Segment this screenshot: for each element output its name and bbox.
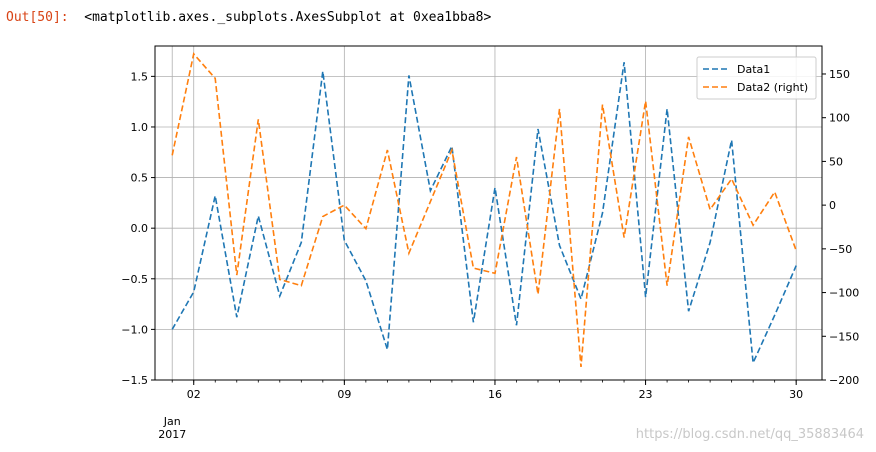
output-prompt: Out[50]: — [6, 10, 69, 25]
legend-label: Data2 (right) — [737, 81, 808, 94]
x-tick-label: 23 — [639, 388, 653, 401]
right-tick-label: 0 — [829, 199, 836, 212]
left-tick-label: −1.5 — [121, 374, 148, 387]
left-tick-label: −0.5 — [121, 273, 148, 286]
right-tick-label: 100 — [829, 112, 850, 125]
left-tick-label: 1.5 — [131, 70, 149, 83]
right-tick-label: −100 — [829, 287, 859, 300]
right-tick-label: 150 — [829, 68, 850, 81]
series-data2-line — [171, 52, 797, 367]
left-tick-label: 0.0 — [131, 222, 149, 235]
right-tick-label: −50 — [829, 243, 852, 256]
output-repr: <matplotlib.axes._subplots.AxesSubplot a… — [84, 10, 492, 25]
right-tick-label: −150 — [829, 330, 859, 343]
right-tick-label: 50 — [829, 155, 843, 168]
x-tick-label: 02 — [187, 388, 201, 401]
x-tick-label: 09 — [337, 388, 351, 401]
left-tick-label: −1.0 — [121, 323, 148, 336]
plot-frame — [154, 45, 823, 381]
left-tick-label: 0.5 — [131, 172, 149, 185]
right-tick-label: −200 — [829, 374, 859, 387]
x-tick-label: 30 — [789, 388, 803, 401]
legend-label: Data1 — [737, 63, 770, 76]
watermark: https://blog.csdn.net/qq_35883464 — [635, 427, 864, 442]
x-tick-label: 16 — [488, 388, 502, 401]
left-tick-label: 1.0 — [131, 121, 149, 134]
x-sublabel-year: 2017 — [158, 428, 186, 441]
output-line: Out[50]: <matplotlib.axes._subplots.Axes… — [6, 10, 491, 25]
legend-box — [696, 56, 817, 100]
series-data1-line — [171, 62, 797, 366]
x-sublabel-month: Jan — [163, 415, 181, 428]
